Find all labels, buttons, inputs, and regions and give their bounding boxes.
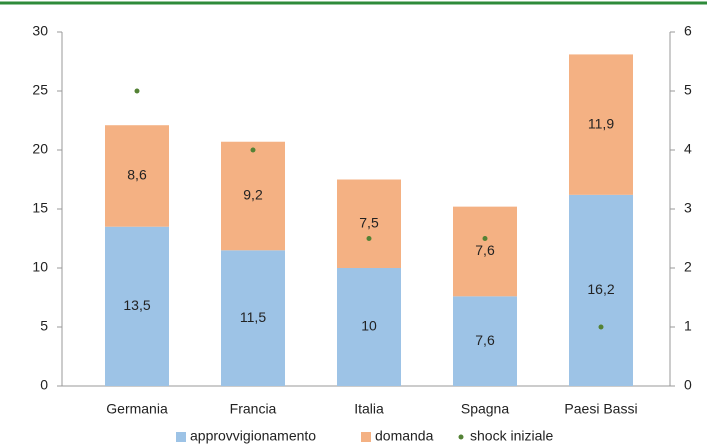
legend-label: approvvigionamento: [190, 428, 316, 444]
x-tick-label: Germania: [106, 401, 168, 417]
bar-segment: [337, 179, 401, 268]
shock-dot: [250, 147, 256, 153]
legend-label: shock iniziale: [470, 428, 553, 444]
bar-segment: [105, 125, 169, 227]
bar-segment: [453, 296, 517, 386]
x-tick-label: Paesi Bassi: [564, 401, 637, 417]
value-label: 7,6: [475, 242, 495, 258]
shock-dot: [482, 236, 488, 241]
legend-swatch: [458, 434, 464, 440]
bar-segment: [569, 54, 633, 195]
y-tick-label: 25: [32, 82, 48, 98]
y-tick-label: 10: [32, 259, 48, 275]
value-label: 7,6: [475, 332, 495, 348]
bar-segment: [105, 226, 169, 386]
y-tick-label: 5: [40, 318, 48, 334]
value-label: 7,5: [359, 214, 379, 230]
y2-tick-label: 5: [684, 82, 692, 98]
bar-segment: [569, 194, 633, 386]
y-tick-label: 0: [40, 377, 48, 393]
y-tick-label: 15: [32, 200, 48, 216]
shock-dot: [134, 88, 140, 94]
y-tick-label: 20: [32, 141, 48, 157]
y2-tick-label: 3: [684, 200, 692, 216]
legend-swatch: [176, 432, 186, 442]
x-tick-label: Italia: [354, 401, 384, 417]
bar-segment: [221, 250, 285, 386]
bar-segment: [221, 141, 285, 251]
legend-label: domanda: [375, 428, 434, 444]
y2-tick-label: 2: [684, 259, 692, 275]
legend-swatch: [361, 432, 371, 442]
y2-tick-label: 1: [684, 318, 692, 334]
bar-segment: [453, 206, 517, 297]
x-tick-label: Francia: [230, 401, 277, 417]
shock-dot: [598, 324, 604, 330]
y2-tick-label: 4: [684, 141, 692, 157]
x-tick-label: Spagna: [461, 401, 509, 417]
shock-dot: [366, 236, 372, 241]
value-label: 13,5: [123, 297, 150, 313]
y2-tick-label: 6: [684, 23, 692, 39]
value-label: 16,2: [587, 281, 614, 297]
value-label: 9,2: [243, 187, 263, 203]
bar-segment: [337, 268, 401, 386]
value-label: 10: [361, 318, 377, 334]
y-tick-label: 30: [32, 23, 48, 39]
value-label: 11,9: [588, 115, 614, 131]
y2-tick-label: 0: [684, 377, 692, 393]
value-label: 8,6: [127, 167, 147, 183]
value-label: 11,5: [240, 309, 266, 325]
